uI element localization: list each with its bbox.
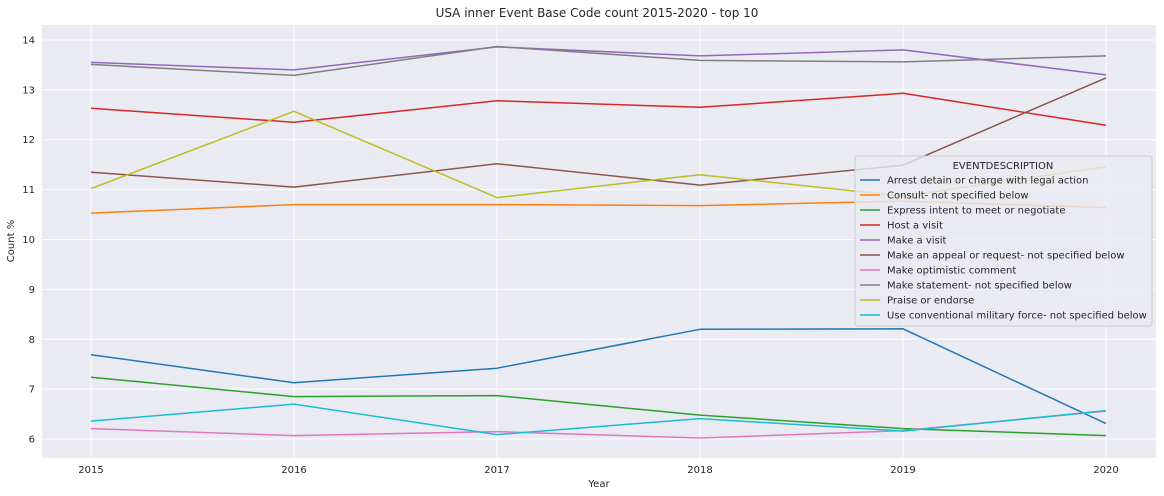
series-line-10 <box>90 403 1107 436</box>
x-tick-label: 2016 <box>281 465 306 476</box>
legend-label: Host a visit <box>887 221 943 232</box>
x-axis-label: Year <box>587 479 610 490</box>
y-tick-label: 9 <box>29 285 35 296</box>
x-tick-label: 2017 <box>484 465 509 476</box>
series-line-5 <box>90 46 1107 76</box>
y-tick-label: 14 <box>22 35 35 46</box>
legend-label: Use conventional military force- not spe… <box>887 311 1147 322</box>
legend-label: Express intent to meet or negotiate <box>887 206 1065 217</box>
series-line-1 <box>90 328 1107 425</box>
legend-label: Arrest detain or charge with legal actio… <box>887 176 1089 187</box>
legend-label: Make statement- not specified below <box>887 281 1072 292</box>
x-tick-label: 2018 <box>687 465 712 476</box>
legend-title: EVENTDESCRIPTION <box>953 161 1054 172</box>
y-tick-label: 10 <box>22 235 35 246</box>
legend-label: Make optimistic comment <box>887 266 1016 277</box>
y-axis-ticks: 6 7 8 9 10 11 12 13 14 <box>22 35 35 445</box>
legend: EVENTDESCRIPTION Arrest detain or charge… <box>854 155 1153 327</box>
y-axis-label: Count % <box>6 220 17 262</box>
legend-label: Praise or endorse <box>887 296 974 307</box>
y-tick-label: 7 <box>29 385 35 396</box>
y-tick-label: 6 <box>29 435 35 446</box>
legend-label: Make a visit <box>887 236 947 247</box>
legend-label: Consult- not specified below <box>887 191 1029 202</box>
series-line-3 <box>90 376 1107 437</box>
y-tick-label: 13 <box>22 85 35 96</box>
y-tick-label: 8 <box>29 335 35 346</box>
y-tick-label: 12 <box>22 135 35 146</box>
series-line-8 <box>90 45 1107 77</box>
x-tick-label: 2020 <box>1093 465 1118 476</box>
x-tick-label: 2019 <box>890 465 915 476</box>
chart-title: USA inner Event Base Code count 2015-202… <box>436 6 759 20</box>
legend-box <box>854 155 1153 327</box>
y-tick-label: 11 <box>22 185 35 196</box>
series-line-6 <box>90 77 1107 188</box>
legend-label: Make an appeal or request- not specified… <box>887 251 1125 262</box>
series-line-4 <box>90 92 1107 127</box>
series-lines <box>90 45 1107 439</box>
x-tick-label: 2015 <box>78 465 103 476</box>
x-axis-ticks: 2015 2016 2017 2018 2019 2020 <box>78 465 1118 476</box>
legend-items: Arrest detain or charge with legal actio… <box>860 176 1147 322</box>
